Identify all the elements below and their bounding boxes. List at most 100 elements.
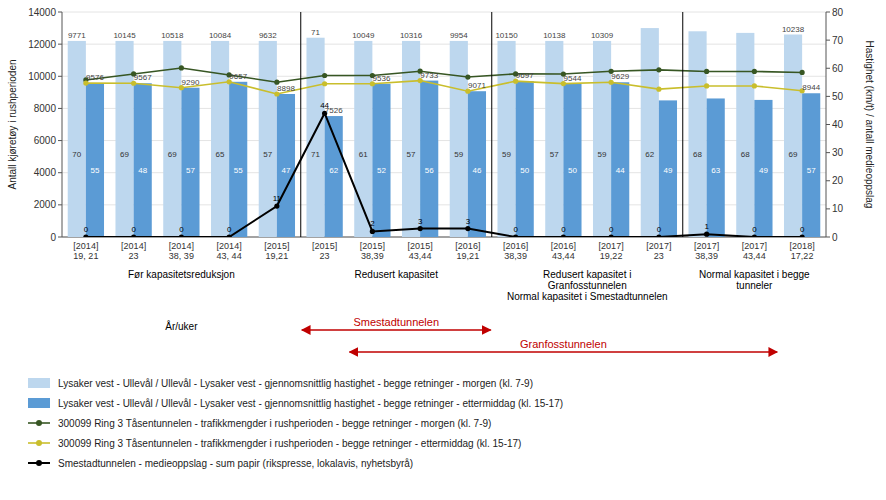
text-line: tunneler [736, 280, 773, 291]
y-axis-title: Antall kjøretøy i rushperioden [7, 59, 18, 189]
x-axis-title: År/uker [165, 320, 198, 332]
bar [736, 33, 754, 237]
text-line: [2016] [503, 241, 528, 251]
data-label: 9536 [373, 74, 391, 83]
tick-label: 2000 [34, 199, 57, 210]
bar [372, 84, 390, 237]
text-line: [2017] [742, 241, 767, 251]
tick-mark [826, 208, 830, 209]
line-point [131, 234, 136, 237]
bar-top-label: 10145 [113, 31, 136, 40]
sections: Før kapasitetsreduksjonRedusert kapasite… [128, 12, 810, 302]
bar [229, 82, 247, 237]
line-point [704, 83, 709, 88]
bar [86, 83, 104, 237]
bar-top-label: 10138 [543, 31, 566, 40]
text-line: 38,39 [361, 251, 384, 261]
text-line: [2014] [217, 241, 242, 251]
speed-label: 49 [663, 166, 672, 175]
text-line: [2015] [360, 241, 385, 251]
speed-label: 57 [186, 166, 195, 175]
text-line: 43,44 [409, 251, 432, 261]
span-label: Smestadtunnelen [353, 316, 439, 328]
speed-label: 55 [90, 166, 99, 175]
data-label: 9576 [86, 73, 104, 82]
tick-mark [58, 76, 62, 77]
text-line: 43,44 [743, 251, 766, 261]
line-point [274, 203, 279, 208]
tick-label: 20 [832, 175, 844, 186]
speed-label: 44 [616, 166, 625, 175]
category-label: [2017]38,39 [694, 241, 719, 261]
speed-label: 57 [263, 150, 272, 159]
line-point [800, 70, 805, 75]
tick-label: 40 [832, 119, 844, 130]
line-point [752, 83, 757, 88]
bar [68, 41, 86, 237]
bar [688, 31, 706, 237]
line-point [561, 234, 566, 237]
bar-top-label: 10309 [591, 31, 614, 40]
bar [211, 41, 229, 237]
text-line: [2017] [694, 241, 719, 251]
line-point [656, 234, 661, 237]
tick-mark [826, 237, 830, 238]
bar [306, 38, 324, 237]
data-label: 9544 [564, 74, 582, 83]
tick-label: 50 [832, 91, 844, 102]
line-point [656, 87, 661, 92]
text-line: Granfosstunnelen [548, 280, 627, 291]
bar [707, 98, 725, 237]
category-label: [2014]23 [121, 241, 146, 261]
bar-top-label: 10049 [352, 31, 375, 40]
line-point [704, 232, 709, 237]
bar-top-label: 10238 [782, 25, 805, 34]
data-label: 44 [320, 101, 329, 110]
chart: 0200040006000800010000120001400001020304… [0, 0, 886, 500]
line-point [322, 73, 327, 78]
plot-marks [68, 28, 821, 237]
line-point [800, 234, 805, 237]
line-point [83, 234, 88, 237]
speed-label: 55 [234, 166, 243, 175]
bar [468, 91, 486, 237]
bar [754, 100, 772, 237]
data-label: 9629 [611, 72, 629, 81]
line-point [513, 234, 518, 237]
tick-mark [58, 237, 62, 238]
bar-top-label: 10150 [495, 31, 518, 40]
text-line: [2017] [599, 241, 624, 251]
tick-label: 8000 [34, 103, 57, 114]
bar-top-label: 9771 [68, 31, 86, 40]
tick-mark [58, 108, 62, 109]
y2-axis-title: Hastighet (km/t) / antall medieoppslag [864, 41, 875, 209]
span-arrow [302, 329, 491, 330]
data-label: 2 [370, 219, 375, 228]
bar [420, 81, 438, 237]
y-axis-line [62, 12, 63, 237]
axes: 0200040006000800010000120001400001020304… [28, 7, 843, 243]
data-label: 9697 [516, 71, 534, 80]
text-line: Før kapasitetsreduksjon [128, 269, 235, 280]
speed-label: 49 [759, 166, 768, 175]
legend-swatch [28, 398, 50, 408]
tick-label: 6000 [34, 135, 57, 146]
data-label: 0 [179, 225, 184, 234]
data-label: 8898 [277, 84, 295, 93]
tick-label: 12000 [28, 39, 56, 50]
category-label: [2015]43,44 [408, 241, 433, 261]
legend-swatch [28, 378, 50, 388]
tick-label: 10 [832, 203, 844, 214]
legend-label: Smestadtunnelen - medieoppslag - sum pap… [58, 458, 413, 469]
text-line: [2015] [264, 241, 289, 251]
category-label: [2015]19,21 [264, 241, 289, 261]
bar [593, 41, 611, 237]
speed-label: 56 [425, 166, 434, 175]
text-line: 19, 21 [73, 251, 98, 261]
data-label: 1 [704, 222, 709, 231]
text-line: 43, 44 [217, 251, 242, 261]
legend-marker [36, 440, 42, 446]
text-line: [2015] [408, 241, 433, 251]
tick-mark [826, 180, 830, 181]
category-label: [2017]19,22 [599, 241, 624, 261]
